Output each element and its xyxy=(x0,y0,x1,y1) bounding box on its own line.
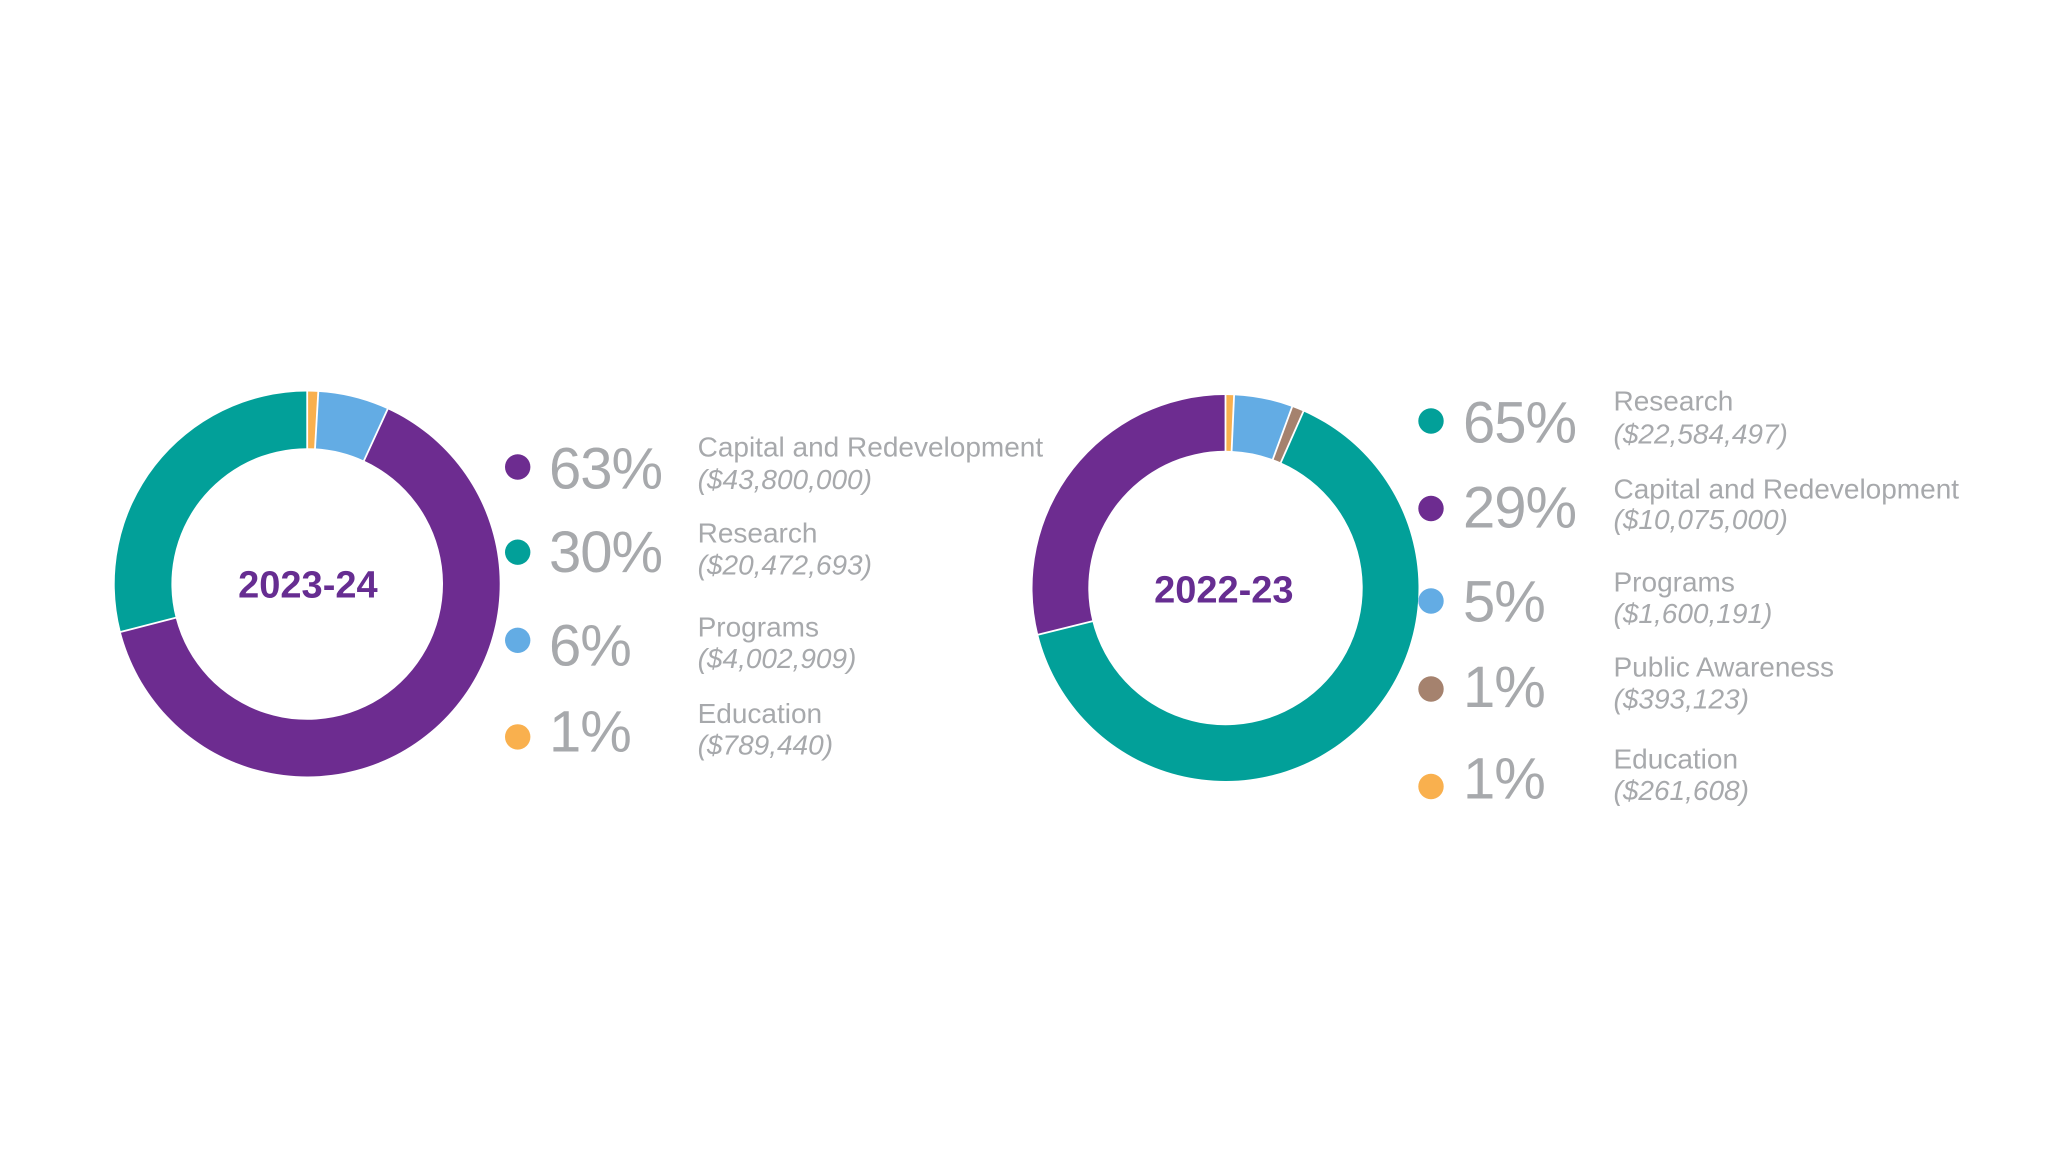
svg-text:($393,123): ($393,123) xyxy=(1614,683,1749,714)
svg-text:1%: 1% xyxy=(549,700,631,765)
svg-text:65%: 65% xyxy=(1463,391,1576,456)
svg-text:1%: 1% xyxy=(1463,746,1545,811)
svg-text:Research: Research xyxy=(1614,386,1734,417)
svg-text:2023-24: 2023-24 xyxy=(238,565,377,607)
svg-text:29%: 29% xyxy=(1463,476,1576,541)
svg-text:5%: 5% xyxy=(1463,570,1545,635)
svg-text:($789,440): ($789,440) xyxy=(698,730,833,761)
svg-text:($1,600,191): ($1,600,191) xyxy=(1614,598,1773,629)
svg-text:30%: 30% xyxy=(549,520,662,585)
svg-text:Capital and Redevelopment: Capital and Redevelopment xyxy=(698,432,1044,463)
svg-text:Public Awareness: Public Awareness xyxy=(1614,652,1835,683)
svg-text:Research: Research xyxy=(698,518,818,549)
svg-text:63%: 63% xyxy=(549,436,662,501)
svg-text:Capital and Redevelopment: Capital and Redevelopment xyxy=(1614,474,1960,505)
svg-text:Education: Education xyxy=(698,698,823,729)
svg-text:($10,075,000): ($10,075,000) xyxy=(1614,504,1788,535)
svg-text:Programs: Programs xyxy=(698,612,819,643)
svg-text:($43,800,000): ($43,800,000) xyxy=(698,464,872,495)
svg-text:($20,472,693): ($20,472,693) xyxy=(698,550,872,581)
svg-text:2022-23: 2022-23 xyxy=(1154,570,1293,612)
svg-text:1%: 1% xyxy=(1463,655,1545,720)
svg-text:Programs: Programs xyxy=(1614,567,1735,598)
svg-text:($261,608): ($261,608) xyxy=(1614,775,1749,806)
svg-text:6%: 6% xyxy=(549,614,631,679)
svg-text:($4,002,909): ($4,002,909) xyxy=(698,643,857,674)
svg-text:($22,584,497): ($22,584,497) xyxy=(1614,419,1788,450)
svg-text:Education: Education xyxy=(1614,744,1739,775)
